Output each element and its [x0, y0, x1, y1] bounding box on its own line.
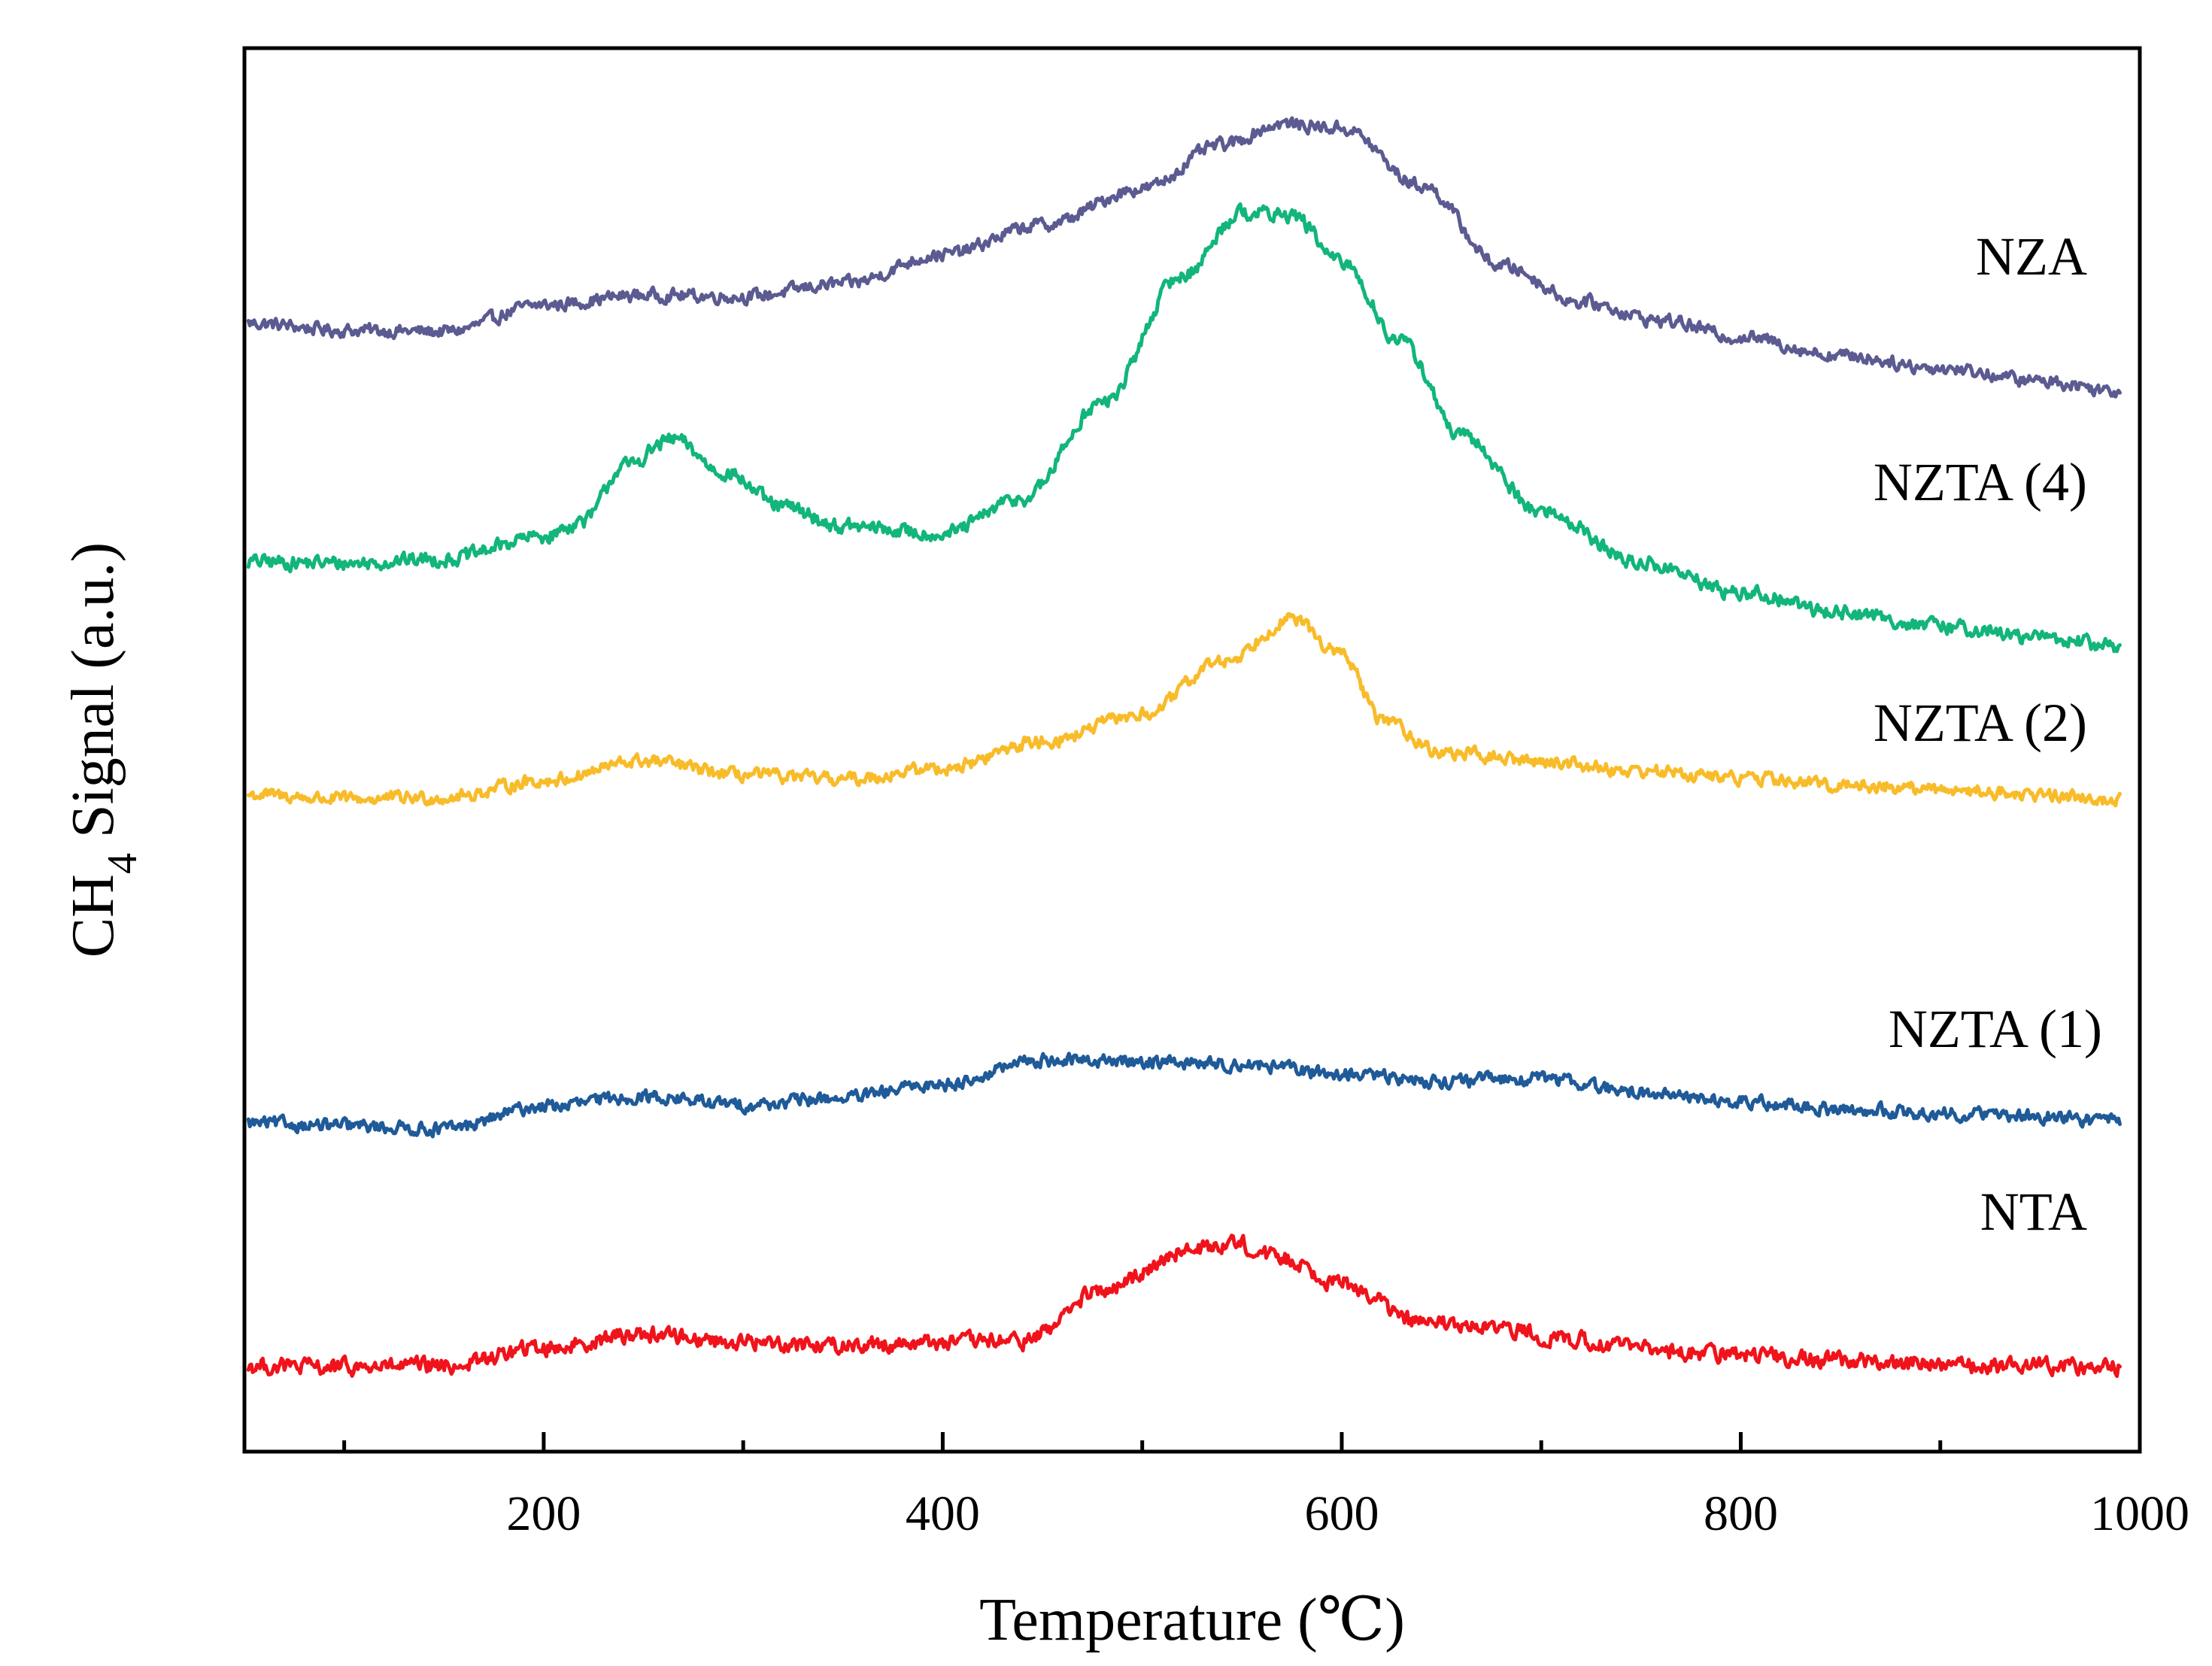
- x-tick-label: 1000: [2090, 1486, 2189, 1541]
- plot-frame: [242, 46, 2142, 1454]
- x-tick-label: 400: [906, 1486, 980, 1541]
- x-axis-ticks: 200 400 600 800 1000: [342, 1432, 2189, 1541]
- series-label: NZTA (2): [1874, 693, 2087, 753]
- series-label: NZA: [1976, 226, 2087, 287]
- x-tick-label: 800: [1704, 1486, 1778, 1541]
- series-line-nta: [246, 1234, 2122, 1379]
- series-label: NZTA (4): [1874, 452, 2087, 512]
- series-lines: [246, 116, 2122, 1379]
- series-line-nzta-1: [246, 1051, 2122, 1139]
- y-axis-title: CH4 Signal (a.u.): [60, 542, 146, 957]
- series-line-nzta-2: [246, 611, 2122, 808]
- x-axis-title: Temperature (℃): [979, 1587, 1405, 1653]
- series-labels: NZA NZTA (4) NZTA (2) NZTA (1) NTA: [1874, 226, 2102, 1242]
- series-label: NZTA (1): [1889, 999, 2102, 1059]
- series-line-nzta-4: [246, 202, 2122, 654]
- series-label: NTA: [1980, 1182, 2087, 1242]
- series-line-nza: [246, 116, 2122, 399]
- x-tick-label: 200: [506, 1486, 581, 1541]
- x-tick-label: 600: [1304, 1486, 1379, 1541]
